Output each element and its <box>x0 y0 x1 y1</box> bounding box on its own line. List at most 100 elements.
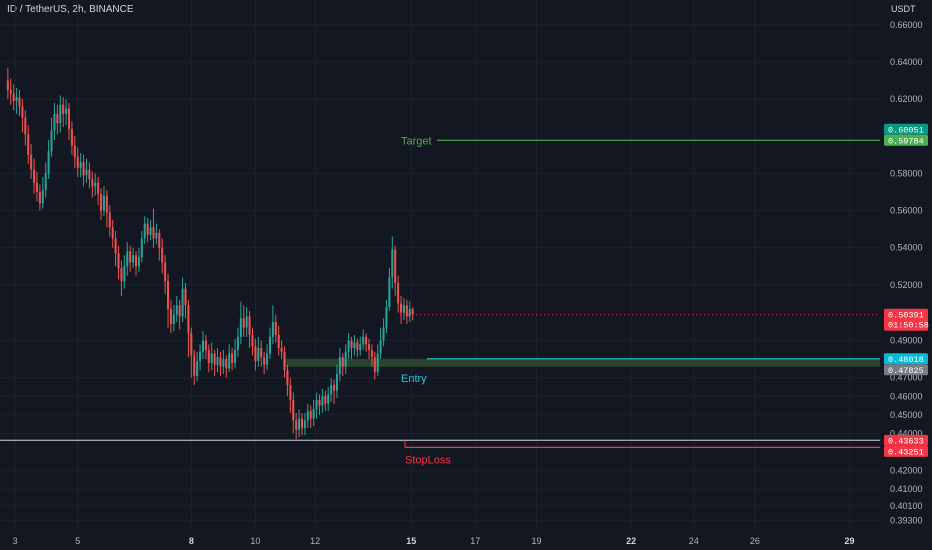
current-price-badge-bg <box>884 308 928 331</box>
candle-body <box>254 346 257 361</box>
candle-body <box>134 255 138 267</box>
target-label: Target <box>401 135 432 147</box>
entry-badge-lower: 0.47825 <box>888 366 924 376</box>
target-badge: 0.59784 <box>888 136 924 146</box>
candle-body <box>338 357 341 374</box>
candle-body <box>344 351 347 367</box>
candle-body <box>295 420 298 430</box>
candle-body <box>120 268 123 282</box>
candle-body <box>111 227 114 239</box>
x-tick-label: 26 <box>750 536 760 546</box>
candle-body <box>59 104 62 124</box>
candle-body <box>379 340 382 354</box>
current-price-badge: 0.50391 <box>888 311 924 321</box>
target-badge-upper: 0.60051 <box>888 125 924 135</box>
candle-body <box>30 154 33 170</box>
candle-body <box>283 351 286 371</box>
y-tick-label: 0.64000 <box>890 57 923 67</box>
candle-body <box>129 251 132 263</box>
candle-body <box>391 249 394 278</box>
countdown-badge: 01:50:58 <box>888 321 929 331</box>
candle-body <box>388 277 391 308</box>
candle-body <box>233 349 237 363</box>
candle-body <box>333 385 336 391</box>
candle-body <box>327 394 330 404</box>
candle-body <box>62 104 65 114</box>
stoploss-badge-upper-bg <box>884 434 928 446</box>
candle-body <box>382 327 385 341</box>
candle-body <box>9 89 12 94</box>
candle-body <box>236 336 239 350</box>
candle-body <box>108 212 111 228</box>
candle-body <box>408 309 411 317</box>
candle-body <box>33 169 36 183</box>
y-tick-label: 0.54000 <box>890 243 923 253</box>
candle-body <box>402 305 405 313</box>
y-tick-label: 0.58000 <box>890 168 923 178</box>
candle-body <box>6 80 9 90</box>
candle-body <box>248 316 251 335</box>
y-tick-label: 0.52000 <box>890 280 923 290</box>
candle-body <box>132 255 135 263</box>
candle-body <box>318 400 321 406</box>
candle-body <box>292 400 295 421</box>
entry-badge: 0.48018 <box>888 355 924 365</box>
candle-body <box>67 108 71 129</box>
candle-body <box>44 173 47 191</box>
candle-body <box>161 247 164 263</box>
candle-body <box>257 348 260 361</box>
candle-body <box>184 288 187 306</box>
candle-body <box>263 357 266 365</box>
candle-body <box>306 411 309 421</box>
candle-body <box>53 114 56 131</box>
candle-body <box>199 351 202 361</box>
candle-body <box>193 355 196 376</box>
candle-body <box>353 342 356 348</box>
target-badge-upper-bg <box>884 123 928 135</box>
candle-body <box>385 307 388 328</box>
stoploss-badge-bg <box>884 445 928 457</box>
x-tick-label: 12 <box>310 536 320 546</box>
candle-body <box>155 232 158 239</box>
candle-body <box>330 385 333 395</box>
candle-body <box>167 281 170 309</box>
candle-body <box>266 353 269 365</box>
candle-body <box>350 340 353 348</box>
y-tick-label: 0.46000 <box>890 391 923 401</box>
candle-body <box>175 305 178 315</box>
candle-body <box>207 349 210 363</box>
candle-body <box>94 182 97 187</box>
candle-body <box>367 344 371 350</box>
candle-body <box>362 336 365 345</box>
candle-body <box>400 303 403 313</box>
y-tick-label: 0.66000 <box>890 20 923 30</box>
y-tick-label: 0.41000 <box>890 484 923 494</box>
candle-body <box>18 97 21 107</box>
y-tick-label: 0.49000 <box>890 336 923 346</box>
candle-body <box>242 318 245 328</box>
candle-body <box>335 374 338 391</box>
x-tick-label: 22 <box>626 536 636 546</box>
candle-body <box>411 309 414 315</box>
candle-body <box>56 114 59 124</box>
candle-body <box>41 190 44 204</box>
candle-body <box>21 106 24 118</box>
candle-body <box>286 370 289 386</box>
candle-body <box>123 266 126 282</box>
candle-body <box>164 262 167 282</box>
candle-body <box>260 348 263 358</box>
candle-body <box>190 333 193 356</box>
chart-title: ID / TetherUS, 2h, BINANCE <box>7 4 134 15</box>
candle-body <box>105 195 108 213</box>
candle-body <box>219 357 222 367</box>
target-badge-bg <box>884 134 928 146</box>
candle-body <box>271 322 274 337</box>
candle-body <box>15 97 18 101</box>
candle-body <box>149 227 152 235</box>
y-tick-label: 0.62000 <box>890 94 923 104</box>
candle-body <box>251 335 254 347</box>
currency-label: USDT <box>891 4 916 14</box>
candle-body <box>137 257 140 267</box>
candle-body <box>321 396 324 406</box>
